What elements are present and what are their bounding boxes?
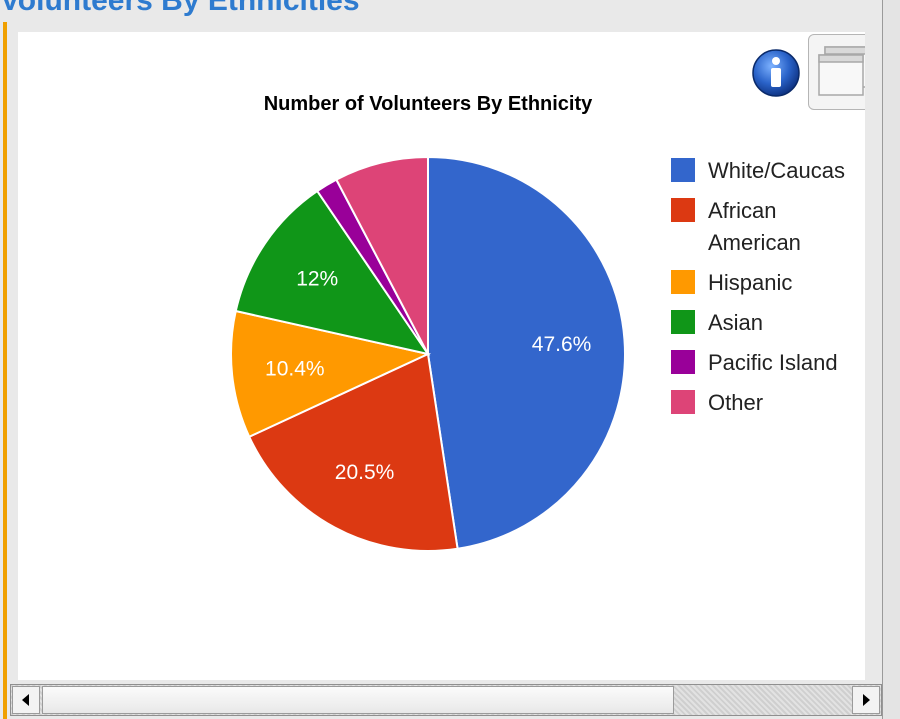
arrow-left-icon (22, 694, 29, 706)
legend-swatch (671, 270, 695, 294)
chart-title: Number of Volunteers By Ethnicity (264, 93, 593, 115)
pie-slice-asian[interactable] (234, 189, 431, 356)
page-heading: Volunteers By Ethnicities (0, 0, 360, 17)
legend-swatch (671, 198, 695, 222)
pie-slice-white-caucasian[interactable] (427, 155, 626, 550)
legend-label: Asian (708, 310, 763, 335)
scroll-right-button[interactable] (852, 686, 880, 714)
legend-label: White/Caucas (708, 158, 845, 183)
slice-label: 47.6% (532, 333, 592, 356)
legend-swatch (671, 390, 695, 414)
legend-swatch (671, 350, 695, 374)
window-button[interactable] (808, 34, 865, 110)
legend-swatch (671, 158, 695, 182)
pie-slice-other[interactable] (335, 155, 429, 355)
right-scroll-rail[interactable] (882, 0, 900, 719)
horizontal-scrollbar[interactable] (10, 684, 882, 716)
slice-label: 20.5% (335, 461, 395, 484)
slice-label: 10.4% (265, 357, 325, 380)
left-accent-bar (3, 22, 7, 719)
pie-slice-hispanic[interactable] (230, 309, 432, 439)
info-icon[interactable] (751, 48, 801, 98)
chart-panel: Number of Volunteers By Ethnicity 47.6% 2… (18, 32, 865, 680)
pie-slices (230, 155, 626, 552)
legend-swatch (671, 310, 695, 334)
pie-slice-african-american[interactable] (247, 352, 459, 552)
slice-label: 12% (296, 268, 338, 291)
scroll-thumb[interactable] (42, 686, 674, 714)
scroll-left-button[interactable] (12, 686, 40, 714)
legend-label: African (708, 198, 776, 223)
arrow-right-icon (863, 694, 870, 706)
window-icon (818, 46, 865, 96)
legend-label: Hispanic (708, 270, 792, 295)
legend-label: American (708, 230, 801, 255)
legend-label: Other (708, 390, 763, 415)
legend: White/Caucas African American Hispanic Asian… (671, 158, 845, 415)
pie-chart: Number of Volunteers By Ethnicity 47.6% 2… (230, 93, 845, 552)
slice-labels: 47.6% 20.5% 10.4% 12% (265, 268, 591, 484)
legend-label: Pacific Island (708, 350, 838, 375)
